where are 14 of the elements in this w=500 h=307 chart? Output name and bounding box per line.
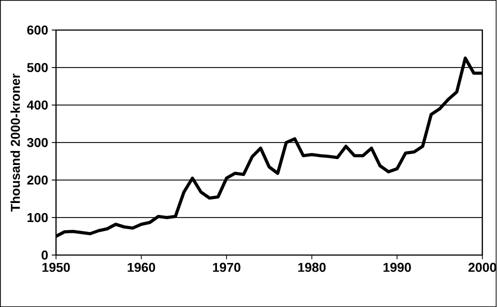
- x-tick-label: 1980: [298, 262, 326, 272]
- y-tick-label: 200: [27, 175, 48, 185]
- x-tick-label: 1960: [128, 262, 156, 272]
- x-tick-label: 1970: [213, 262, 240, 272]
- x-tick-label: 1990: [384, 262, 411, 272]
- y-axis-title: Thousand 2000-kroner: [10, 74, 20, 212]
- x-tick-label: 1950: [42, 262, 70, 272]
- y-tick-label: 400: [26, 100, 48, 110]
- x-tick-label: 2000: [468, 262, 496, 272]
- y-tick-label: 300: [27, 138, 48, 148]
- y-tick-label: 0: [42, 250, 48, 260]
- y-tick-label: 100: [28, 212, 48, 222]
- y-tick-label: 600: [27, 25, 48, 35]
- y-tick-label: 500: [27, 62, 48, 72]
